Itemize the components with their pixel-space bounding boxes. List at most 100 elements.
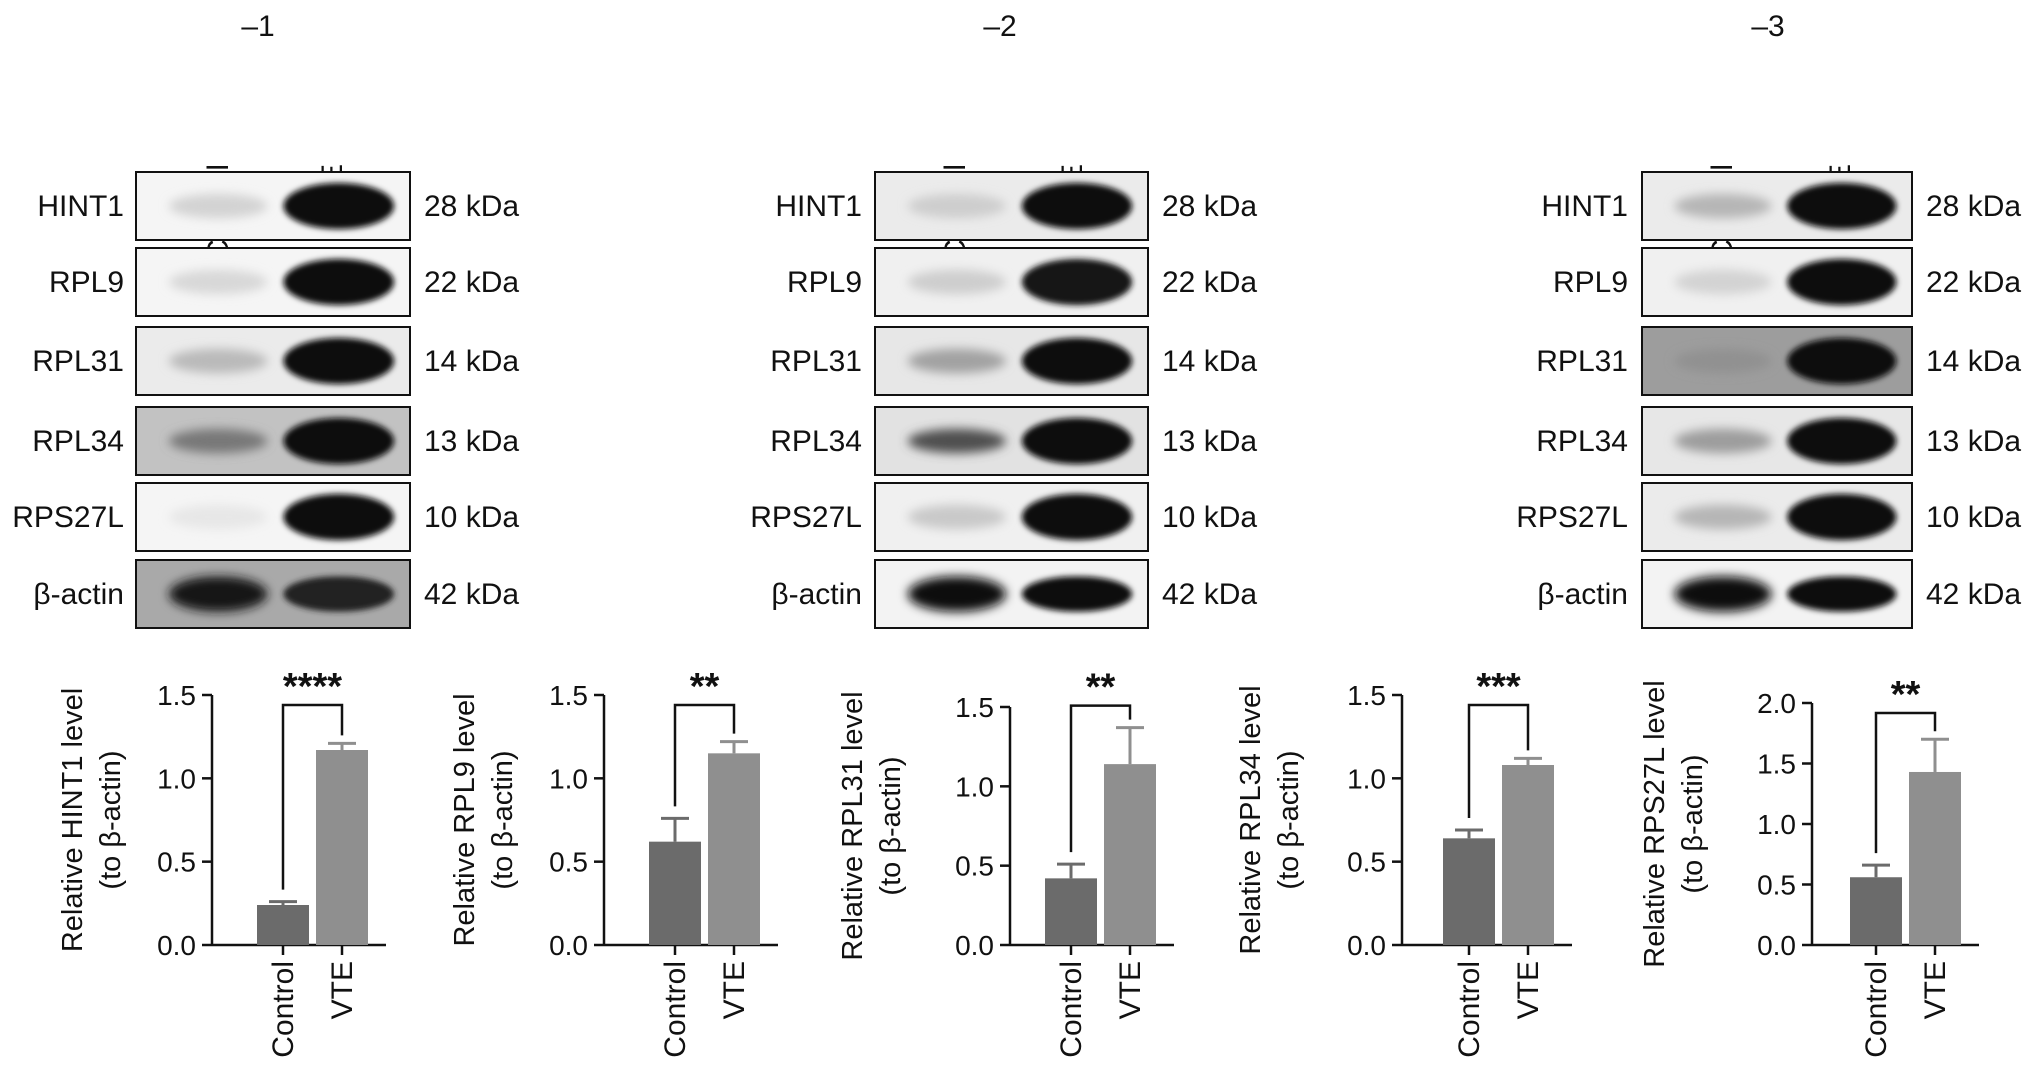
protein-label: RPL31	[1536, 345, 1628, 378]
y-tick-label: 0.0	[549, 930, 588, 961]
y-tick-label: 0.5	[955, 851, 994, 882]
y-tick-label: 1.0	[157, 763, 196, 794]
bar-vte	[316, 750, 368, 945]
protein-label: RPL34	[770, 425, 862, 458]
y-tick-label: 0.0	[1757, 930, 1796, 961]
kda-label: 28 kDa	[1926, 190, 2021, 223]
y-tick-label: 0.0	[157, 930, 196, 961]
band-control	[1674, 576, 1772, 612]
kda-label: 14 kDa	[1162, 345, 1257, 378]
protein-label: HINT1	[37, 190, 124, 223]
band-vte	[1787, 337, 1897, 385]
band-vte	[1787, 417, 1897, 465]
bar-chart: 0.0 0.5 1.0 1.5 Relative RPL34 level (to β-ac…	[1235, 666, 1572, 1058]
significance-bracket	[1467, 703, 1530, 818]
band-vte	[1021, 576, 1133, 612]
band-vte	[1787, 576, 1897, 612]
y-tick-label: 0.5	[1757, 870, 1796, 901]
x-tick-label: VTE	[1512, 961, 1545, 1019]
protein-label: HINT1	[1541, 190, 1628, 223]
y-axis-label: Relative RPL9 level	[449, 693, 481, 946]
band-control	[907, 576, 1007, 612]
protein-label: RPL31	[770, 345, 862, 378]
kda-label: 22 kDa	[1926, 266, 2021, 299]
protein-label: HINT1	[775, 190, 862, 223]
band-vte	[1787, 182, 1897, 230]
protein-label: RPL31	[32, 345, 124, 378]
y-tick-label: 0.5	[1347, 847, 1386, 878]
band-vte	[283, 576, 395, 612]
y-tick-label: 0.5	[157, 847, 196, 878]
x-tick-label: VTE	[1919, 961, 1952, 1019]
y-tick-label: 1.0	[1347, 763, 1386, 794]
y-axis-label-unit: (to β-actin)	[95, 750, 127, 889]
significance-stars: **	[1086, 667, 1116, 709]
kda-label: 14 kDa	[424, 345, 519, 378]
y-tick-label: 1.0	[1757, 809, 1796, 840]
bar-vte	[1502, 765, 1554, 945]
protein-label: RPS27L	[750, 501, 862, 534]
y-tick-label: 0.5	[549, 847, 588, 878]
protein-label: RPL34	[1536, 425, 1628, 458]
band-control	[907, 193, 1007, 219]
protein-label: RPL34	[32, 425, 124, 458]
band-vte	[1021, 493, 1133, 541]
blot-panel-label: –1	[241, 10, 274, 43]
x-tick-label: Control	[659, 961, 692, 1058]
x-tick-label: VTE	[1114, 961, 1147, 1019]
bar-chart: 0.0 0.5 1.0 1.5 Relative HINT1 level (to β-ac…	[57, 666, 386, 1058]
protein-label: RPL9	[49, 266, 124, 299]
significance-stars: **	[1891, 674, 1921, 716]
y-axis-label-unit: (to β-actin)	[875, 756, 907, 895]
band-control	[168, 193, 268, 219]
bar-vte	[708, 753, 760, 945]
band-control	[1674, 193, 1772, 219]
kda-label: 10 kDa	[424, 501, 519, 534]
bar-vte	[1909, 771, 1961, 945]
y-axis-label-unit: (to β-actin)	[1677, 754, 1709, 893]
x-tick-label: Control	[267, 961, 300, 1058]
band-control	[1674, 504, 1772, 530]
kda-label: 22 kDa	[424, 266, 519, 299]
band-control	[907, 269, 1007, 295]
y-axis-label: Relative RPL31 level	[837, 691, 869, 960]
kda-label: 13 kDa	[1926, 425, 2021, 458]
y-tick-label: 1.5	[1757, 749, 1796, 780]
significance-bracket	[1069, 704, 1132, 853]
kda-label: 42 kDa	[1162, 578, 1257, 611]
bar-control	[257, 905, 309, 945]
band-control	[907, 428, 1007, 454]
band-control	[168, 269, 268, 295]
protein-label: RPS27L	[12, 501, 124, 534]
y-tick-label: 0.0	[955, 930, 994, 961]
x-tick-label: Control	[1453, 961, 1486, 1058]
band-control	[1674, 269, 1772, 295]
kda-label: 42 kDa	[424, 578, 519, 611]
protein-label: RPS27L	[1516, 501, 1628, 534]
band-vte	[283, 417, 395, 465]
kda-label: 14 kDa	[1926, 345, 2021, 378]
x-tick-label: VTE	[326, 961, 359, 1019]
significance-bracket	[673, 703, 736, 807]
band-vte	[283, 337, 395, 385]
y-axis-label-unit: (to β-actin)	[487, 750, 519, 889]
bar-control	[1045, 878, 1097, 945]
band-control	[1674, 428, 1772, 454]
blot-panel-label: –3	[1751, 10, 1784, 43]
band-control	[168, 576, 268, 612]
bar-chart: 0.0 0.5 1.0 1.5 Relative RPL31 level (to β-ac…	[837, 667, 1174, 1058]
band-vte	[283, 182, 395, 230]
bar-vte	[1104, 764, 1156, 945]
y-tick-label: 1.0	[955, 771, 994, 802]
significance-stars: **	[690, 666, 720, 708]
band-vte	[1021, 182, 1133, 230]
kda-label: 28 kDa	[424, 190, 519, 223]
protein-label: β-actin	[33, 578, 124, 611]
band-control	[168, 348, 268, 374]
y-tick-label: 1.5	[1347, 680, 1386, 711]
y-tick-label: 1.5	[549, 680, 588, 711]
